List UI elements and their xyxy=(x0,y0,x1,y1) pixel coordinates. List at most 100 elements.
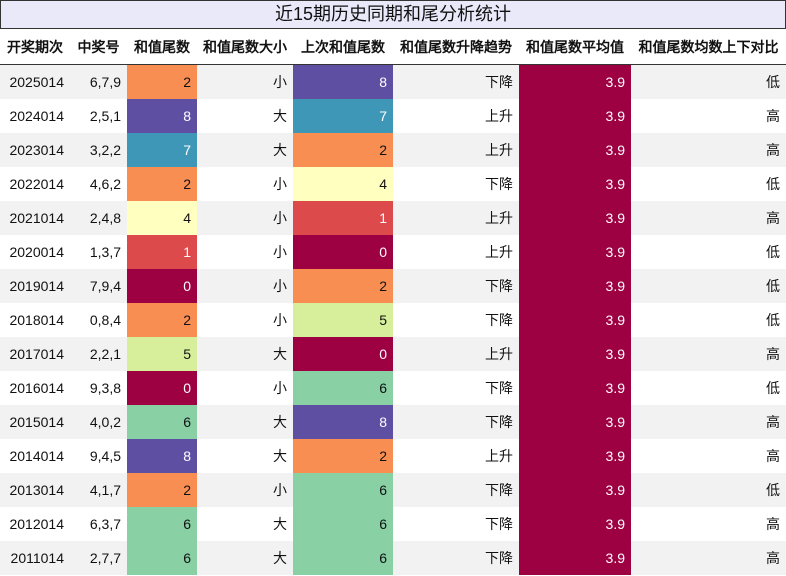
heat-cell: 3.9 xyxy=(519,507,631,541)
heat-cell: 6 xyxy=(293,507,393,541)
table-cell: 小 xyxy=(273,176,287,192)
heat-cell: 8 xyxy=(127,439,197,473)
heat-cell: 3.9 xyxy=(519,303,631,337)
table-cell: 2013014 xyxy=(0,473,70,507)
heat-cell: 5 xyxy=(127,337,197,371)
heat-cell: 0 xyxy=(293,337,393,371)
table-title: 近15期历史同期和尾分析统计 xyxy=(0,0,786,29)
table-cell: 大 xyxy=(197,541,293,575)
table-cell: 大 xyxy=(273,516,287,532)
table-cell: 上升 xyxy=(393,133,519,167)
table-cell: 低 xyxy=(766,244,780,260)
heat-cell: 6 xyxy=(127,507,197,541)
table-cell: 9,3,8 xyxy=(89,380,121,396)
table-cell: 2023014 xyxy=(0,133,70,167)
heat-cell: 3.9 xyxy=(519,99,631,133)
table-cell: 2020014 xyxy=(9,244,64,260)
table-row: 2016014 9,3,8 0 小 6 下降 3.9 低 xyxy=(0,371,786,405)
table-cell: 2021014 xyxy=(0,201,70,235)
heat-cell: 2 xyxy=(127,473,197,507)
data-table: 开奖期次 中奖号 和值尾数 和值尾数大小 上次和值尾数 和值尾数升降趋势 和值尾数平均值 和值… xyxy=(0,29,786,575)
table-row: 2025014 6,7,9 2 小 8 下降 3.9 低 xyxy=(0,64,786,99)
table-cell: 上升 xyxy=(485,108,513,124)
table-row: 2013014 4,1,7 2 小 6 下降 3.9 低 xyxy=(0,473,786,507)
table-cell: 小 xyxy=(197,473,293,507)
table-row: 2024014 2,5,1 8 大 7 上升 3.9 高 xyxy=(0,99,786,133)
table-cell: 2,7,7 xyxy=(70,541,127,575)
table-row: 2011014 2,7,7 6 大 6 下降 3.9 高 xyxy=(0,541,786,575)
table-cell: 高 xyxy=(766,448,780,464)
table-cell: 下降 xyxy=(393,405,519,439)
table-cell: 上升 xyxy=(485,448,513,464)
table-cell: 2011014 xyxy=(0,541,70,575)
table-cell: 低 xyxy=(631,64,786,99)
heat-cell: 8 xyxy=(293,64,393,99)
heat-cell: 2 xyxy=(293,439,393,473)
table-row: 2021014 2,4,8 4 小 1 上升 3.9 高 xyxy=(0,201,786,235)
table-cell: 2019014 xyxy=(0,269,70,303)
table-cell: 大 xyxy=(273,448,287,464)
table-cell: 6,3,7 xyxy=(89,516,121,532)
table-cell: 小 xyxy=(197,201,293,235)
table-cell: 大 xyxy=(197,405,293,439)
table-cell: 低 xyxy=(631,473,786,507)
heat-cell: 2 xyxy=(127,303,197,337)
table-cell: 高 xyxy=(631,541,786,575)
column-header: 和值尾数大小 xyxy=(197,29,293,65)
table-row: 2022014 4,6,2 2 小 4 下降 3.9 低 xyxy=(0,167,786,201)
table-row: 2014014 9,4,5 8 大 2 上升 3.9 高 xyxy=(0,439,786,473)
table-cell: 下降 xyxy=(393,541,519,575)
table-cell: 2,4,8 xyxy=(70,201,127,235)
header-row: 开奖期次 中奖号 和值尾数 和值尾数大小 上次和值尾数 和值尾数升降趋势 和值尾数平均值 和值… xyxy=(0,29,786,65)
table-cell: 2025014 xyxy=(0,64,70,99)
table-cell: 2014014 xyxy=(9,448,64,464)
heat-cell: 2 xyxy=(127,64,197,99)
heat-cell: 1 xyxy=(127,235,197,269)
heat-cell: 6 xyxy=(293,371,393,405)
table-cell: 2024014 xyxy=(9,108,64,124)
column-header: 开奖期次 xyxy=(0,29,70,65)
table-cell: 2022014 xyxy=(9,176,64,192)
table-cell: 2015014 xyxy=(0,405,70,439)
table-cell: 下降 xyxy=(485,380,513,396)
column-header: 和值尾数 xyxy=(127,29,197,65)
table-cell: 3,2,2 xyxy=(70,133,127,167)
table-row: 2017014 2,2,1 5 大 0 上升 3.9 高 xyxy=(0,337,786,371)
table-cell: 小 xyxy=(197,64,293,99)
heat-cell: 3.9 xyxy=(519,269,631,303)
table-cell: 小 xyxy=(273,244,287,260)
table-cell: 4,1,7 xyxy=(70,473,127,507)
heat-cell: 4 xyxy=(127,201,197,235)
column-header: 中奖号 xyxy=(70,29,127,65)
table-cell: 高 xyxy=(631,337,786,371)
table-cell: 2018014 xyxy=(9,312,64,328)
heat-cell: 3.9 xyxy=(519,541,631,575)
table-cell: 下降 xyxy=(485,176,513,192)
table-row: 2023014 3,2,2 7 大 2 上升 3.9 高 xyxy=(0,133,786,167)
heat-cell: 7 xyxy=(127,133,197,167)
column-header: 和值尾数均数上下对比 xyxy=(631,29,786,65)
table-row: 2012014 6,3,7 6 大 6 下降 3.9 高 xyxy=(0,507,786,541)
table-cell: 低 xyxy=(766,176,780,192)
table-cell: 下降 xyxy=(393,473,519,507)
table-cell: 4,6,2 xyxy=(89,176,121,192)
table-cell: 小 xyxy=(273,380,287,396)
table-cell: 高 xyxy=(766,516,780,532)
table-cell: 9,4,5 xyxy=(89,448,121,464)
column-header: 上次和值尾数 xyxy=(293,29,393,65)
heat-cell: 3.9 xyxy=(519,133,631,167)
table-cell: 1,3,7 xyxy=(89,244,121,260)
heat-cell: 3.9 xyxy=(519,201,631,235)
heat-cell: 4 xyxy=(293,167,393,201)
table-body: 2025014 6,7,9 2 小 8 下降 3.9 低 2024014 2,5,1 8 大 7 上升 3.… xyxy=(0,64,786,575)
column-header: 和值尾数升降趋势 xyxy=(393,29,519,65)
table-row: 2018014 0,8,4 2 小 5 下降 3.9 低 xyxy=(0,303,786,337)
table-row: 2015014 4,0,2 6 大 8 下降 3.9 高 xyxy=(0,405,786,439)
heat-cell: 2 xyxy=(127,167,197,201)
table-cell: 低 xyxy=(766,380,780,396)
heat-cell: 0 xyxy=(127,371,197,405)
heat-cell: 6 xyxy=(127,405,197,439)
heat-cell: 2 xyxy=(293,133,393,167)
table-cell: 4,0,2 xyxy=(70,405,127,439)
table-cell: 高 xyxy=(631,201,786,235)
